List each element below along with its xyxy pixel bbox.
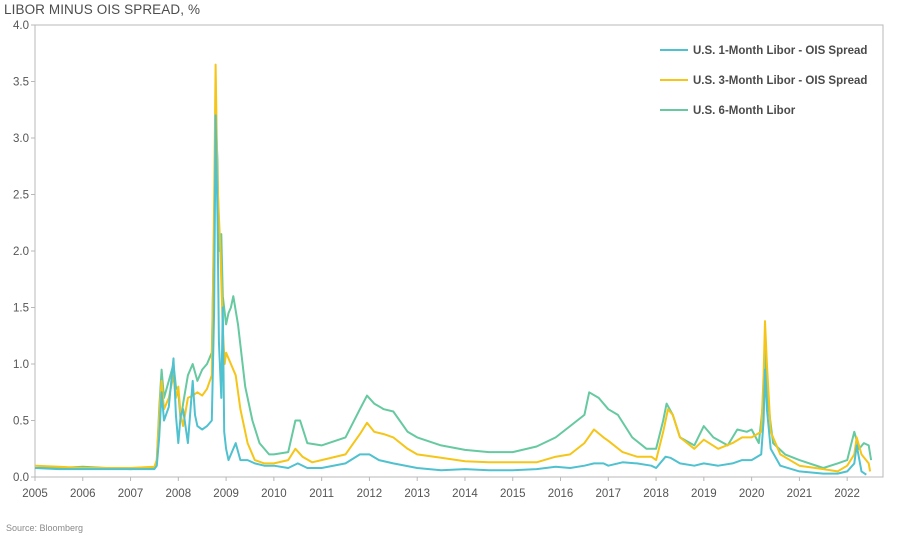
x-axis: 2005 2006 2007 2008 2009 2010 2011 2012 2013 2014… (22, 477, 860, 500)
legend-label: U.S. 1-Month Libor - OIS Spread (693, 45, 867, 57)
legend-label: U.S. 3-Month Libor - OIS Spread (693, 75, 867, 87)
series-line-3 (35, 114, 873, 471)
y-tick-label: 2.0 (13, 246, 29, 258)
x-tick-label: 2005 (22, 488, 48, 500)
y-tick-label: 4.0 (13, 20, 29, 32)
y-tick-label: 0.5 (13, 416, 29, 428)
x-tick-label: 2018 (643, 488, 669, 500)
x-tick-label: 2021 (787, 488, 813, 500)
series-line-1 (34, 114, 867, 476)
source-note: Source: Bloomberg (6, 523, 84, 533)
x-tick-label: 2015 (500, 488, 526, 500)
y-tick-label: 1.5 (13, 303, 29, 315)
x-tick-label: 2007 (118, 488, 144, 500)
y-axis: 0.0 0.5 1.0 1.5 2.0 2.5 3.0 3.5 4.0 (13, 20, 35, 484)
x-tick-label: 2017 (595, 488, 621, 500)
x-tick-label: 2013 (404, 488, 430, 500)
y-tick-label: 2.5 (13, 190, 29, 202)
y-tick-label: 0.0 (13, 472, 29, 484)
x-tick-label: 2014 (452, 488, 478, 500)
chart-title: LIBOR MINUS OIS SPREAD, % (4, 2, 201, 17)
series-line-2 (34, 63, 872, 473)
y-tick-label: 1.0 (13, 359, 29, 371)
series-lines (34, 63, 873, 476)
x-tick-label: 2010 (261, 488, 287, 500)
legend-label: U.S. 6-Month Libor (693, 105, 796, 117)
x-tick-label: 2022 (834, 488, 860, 500)
x-tick-label: 2016 (548, 488, 574, 500)
y-tick-label: 3.0 (13, 133, 29, 145)
legend: U.S. 1-Month Libor - OIS Spread U.S. 3-Mo… (660, 45, 867, 117)
x-tick-label: 2019 (691, 488, 717, 500)
x-tick-label: 2020 (739, 488, 765, 500)
x-tick-label: 2009 (213, 488, 239, 500)
x-tick-label: 2011 (309, 488, 334, 500)
x-tick-label: 2008 (166, 488, 192, 500)
x-tick-label: 2012 (357, 488, 383, 500)
x-tick-label: 2006 (70, 488, 96, 500)
y-tick-label: 3.5 (13, 77, 29, 89)
